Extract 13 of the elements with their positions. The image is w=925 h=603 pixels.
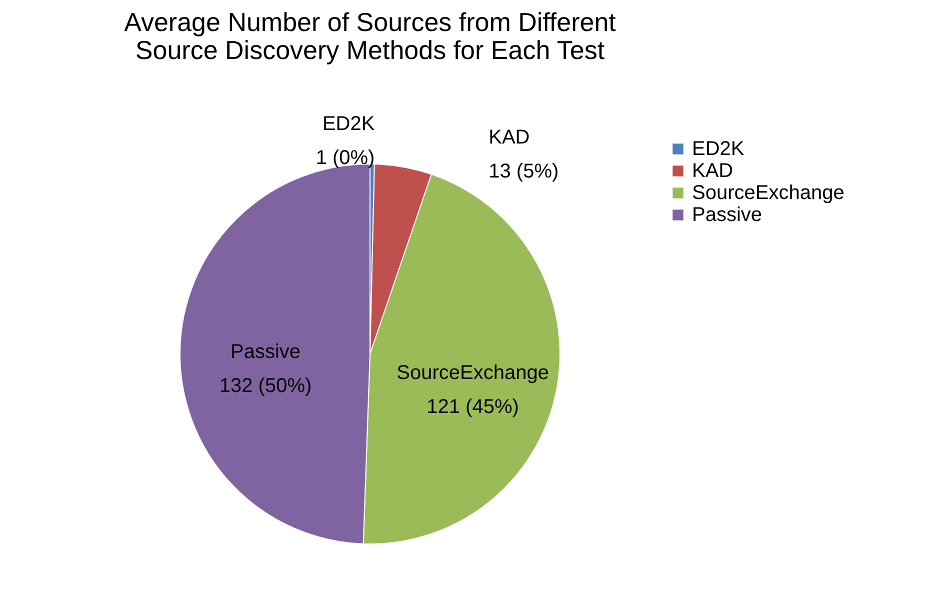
category-label: KAD	[488, 126, 530, 148]
legend-label: SourceExchange	[692, 182, 844, 204]
slice-label: SourceExchange	[396, 362, 549, 384]
data-label: 132 (50%)	[219, 375, 312, 398]
slice-label: Passive	[230, 341, 301, 364]
data-label: 121 (45%)	[426, 396, 519, 418]
legend-label: ED2K	[692, 138, 745, 160]
data-label: 1 (0%)	[316, 147, 375, 170]
data-label: 13 (5%)	[488, 160, 559, 182]
chart-title: Average Number of Sources from Different Source Discovery Methods for Each Test	[124, 7, 617, 66]
legend-label: KAD	[692, 160, 734, 182]
slice-label: ED2K	[322, 113, 376, 136]
legend-label: Passive	[692, 204, 762, 226]
